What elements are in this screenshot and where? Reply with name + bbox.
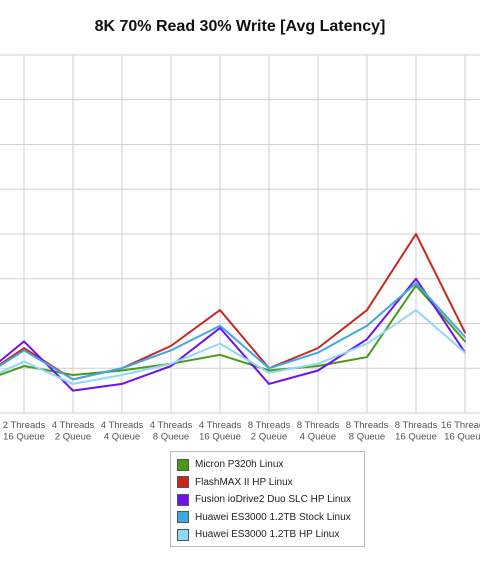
legend-label: Huawei ES3000 1.2TB Stock Linux — [195, 511, 351, 523]
legend-item: Micron P320h Linux — [177, 456, 358, 474]
legend-swatch — [177, 493, 189, 506]
x-tick-label-line: 8 Queue — [349, 432, 385, 443]
legend-label: Micron P320h Linux — [195, 459, 284, 471]
legend-swatch — [177, 458, 189, 471]
series-line-4 — [0, 282, 466, 381]
legend-item: Fusion ioDrive2 Duo SLC HP Linux — [177, 491, 358, 509]
x-tick-label: 8 Threads 8 Queue — [346, 420, 389, 443]
x-tick-label: 4 Threads 16 Queue — [199, 420, 242, 443]
x-tick-label-line: 16 Queue — [395, 432, 437, 443]
x-tick-label-line: 2 Queue — [55, 432, 91, 443]
legend-item: FlashMAX II HP Linux — [177, 474, 358, 492]
legend-item: Huawei ES3000 1.2TB HP Linux — [177, 526, 358, 544]
x-tick-label-line: 4 Threads — [52, 420, 95, 431]
x-tick-label: 8 Threads 16 Queue — [395, 420, 438, 443]
legend-swatch — [177, 511, 189, 524]
series-line-5 — [0, 309, 466, 385]
series-group — [0, 233, 466, 392]
legend-item: Huawei ES3000 1.2TB Stock Linux — [177, 509, 358, 527]
x-tick-label-line: 8 Threads — [395, 420, 438, 431]
x-tick-label: 4 Threads 4 Queue — [101, 420, 144, 443]
chart-title: 8K 70% Read 30% Write [Avg Latency] — [94, 18, 386, 35]
chart-legend: Micron P320h Linux FlashMAX II HP Linux Fu… — [170, 451, 365, 547]
x-tick-label-line: 4 Threads — [199, 420, 242, 431]
x-tick-label: 8 Threads 2 Queue — [248, 420, 291, 443]
x-tick-label-line: 8 Threads — [346, 420, 389, 431]
x-tick-label: 8 Threads 4 Queue — [297, 420, 340, 443]
x-tick-label-line: 2 Threads — [3, 420, 46, 431]
x-tick-label-line: 16 Threads — [441, 420, 480, 431]
legend-label: Fusion ioDrive2 Duo SLC HP Linux — [195, 494, 352, 506]
x-tick-label-line: 4 Threads — [150, 420, 193, 431]
x-tick-label: 4 Threads 8 Queue — [150, 420, 193, 443]
legend-label: Huawei ES3000 1.2TB HP Linux — [195, 529, 340, 541]
x-tick-label-line: 4 Threads — [101, 420, 144, 431]
x-tick-label-line: 16 Queue — [3, 432, 45, 443]
x-tick-label: 2 Threads 16 Queue — [3, 420, 46, 443]
x-tick-label-line: 8 Queue — [153, 432, 189, 443]
legend-swatch — [177, 476, 189, 489]
x-tick-label: 4 Threads 2 Queue — [52, 420, 95, 443]
x-tick-label-line: 16 Queue — [444, 432, 480, 443]
x-tick-label-line: 8 Threads — [297, 420, 340, 431]
legend-swatch — [177, 528, 189, 541]
x-tick-label-line: 4 Queue — [300, 432, 336, 443]
x-tick-label-line: 4 Queue — [104, 432, 140, 443]
x-tick-label-line: 16 Queue — [199, 432, 241, 443]
grid — [0, 54, 480, 414]
series-line-3 — [0, 277, 466, 392]
x-tick-label-line: 8 Threads — [248, 420, 291, 431]
legend-label: FlashMAX II HP Linux — [195, 476, 293, 488]
x-tick-label-line: 2 Queue — [251, 432, 287, 443]
